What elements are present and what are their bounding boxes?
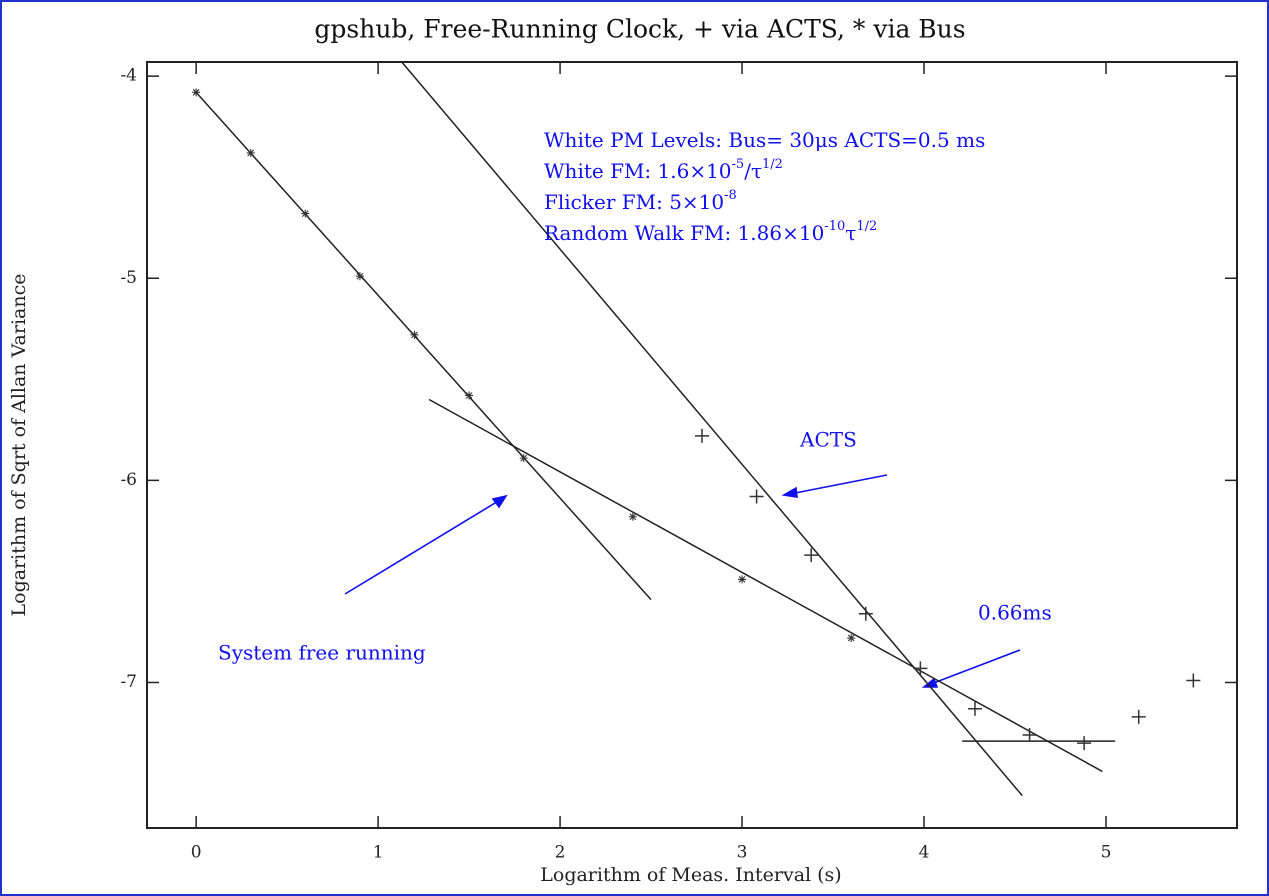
chart-title: gpshub, Free-Running Clock, + via ACTS, … (314, 15, 965, 44)
superscript: -10 (824, 219, 845, 234)
fit-line (195, 91, 652, 601)
point-plus (913, 661, 928, 676)
fit-line (428, 398, 1103, 773)
point-star (519, 454, 528, 463)
point-plus (967, 701, 982, 716)
superscript: -5 (732, 157, 745, 172)
superscript: 1/2 (856, 219, 877, 234)
point-star (246, 148, 255, 157)
annotation-text: /τ (744, 159, 762, 183)
point-star (410, 330, 419, 339)
y-tick-label: -7 (120, 672, 137, 692)
point-plus (1131, 709, 1146, 724)
point-plus (804, 548, 819, 563)
y-tick-label: -5 (120, 268, 137, 288)
annotation-text: τ (845, 221, 856, 245)
x-tick-label: 2 (555, 843, 566, 863)
x-tick-label: 4 (919, 843, 930, 863)
annotation-text: Random Walk FM: 1.86×10 (544, 221, 824, 245)
point-plus (1186, 673, 1201, 688)
label-066: 0.66ms (978, 601, 1052, 625)
label-acts: ACTS (799, 428, 857, 452)
arrow (789, 474, 888, 495)
point-star (847, 634, 856, 643)
point-plus (1077, 736, 1092, 751)
annotation-text: White FM: 1.6×10 (544, 159, 732, 183)
annotation-line: Flicker FM: 5×10-8 (544, 188, 737, 214)
point-star (738, 575, 747, 584)
superscript: 1/2 (762, 157, 783, 172)
annotation-text: Flicker FM: 5×10 (544, 190, 724, 214)
x-tick-label: 1 (373, 843, 384, 863)
point-star (301, 209, 310, 218)
arrow-head (921, 677, 939, 688)
point-star (355, 272, 364, 281)
plot-frame (146, 61, 1238, 829)
arrows (344, 474, 1021, 688)
annotation-line: White PM Levels: Bus= 30μs ACTS=0.5 ms (544, 128, 985, 152)
label-system: System free running (218, 641, 426, 665)
fit-line (401, 61, 1023, 797)
point-star (465, 391, 474, 400)
y-tick-label: -4 (120, 66, 137, 86)
arrow-head (781, 486, 798, 498)
annotation-line: White FM: 1.6×10-5/τ1/2 (544, 157, 783, 183)
point-star (192, 88, 201, 97)
point-plus (858, 606, 873, 621)
x-tick-label: 5 (1101, 843, 1112, 863)
x-tick-label: 0 (191, 843, 202, 863)
annotation-text: White PM Levels: Bus= 30μs ACTS=0.5 ms (544, 128, 985, 152)
arrow (344, 499, 501, 595)
point-plus (1022, 728, 1037, 743)
y-tick-label: -6 (120, 470, 137, 490)
point-plus (695, 428, 710, 443)
arrow-head (491, 494, 508, 509)
arrow (930, 649, 1021, 685)
y-axis-label: Logarithm of Sqrt of Allan Variance (8, 274, 30, 617)
point-star (628, 512, 637, 521)
point-plus (749, 489, 764, 504)
annotation-line: Random Walk FM: 1.86×10-10τ1/2 (544, 219, 877, 245)
superscript: -8 (724, 188, 737, 203)
x-tick-label: 3 (737, 843, 748, 863)
x-axis-label: Logarithm of Meas. Interval (s) (540, 864, 841, 886)
